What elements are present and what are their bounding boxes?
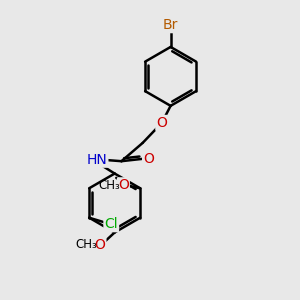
Text: O: O	[156, 116, 167, 130]
Text: CH₃: CH₃	[75, 238, 97, 251]
Text: HN: HN	[87, 153, 107, 167]
Text: CH₃: CH₃	[99, 179, 120, 192]
Text: Cl: Cl	[104, 217, 118, 231]
Text: O: O	[94, 238, 105, 252]
Text: O: O	[118, 178, 129, 192]
Text: O: O	[143, 152, 154, 166]
Text: Br: Br	[163, 18, 178, 32]
